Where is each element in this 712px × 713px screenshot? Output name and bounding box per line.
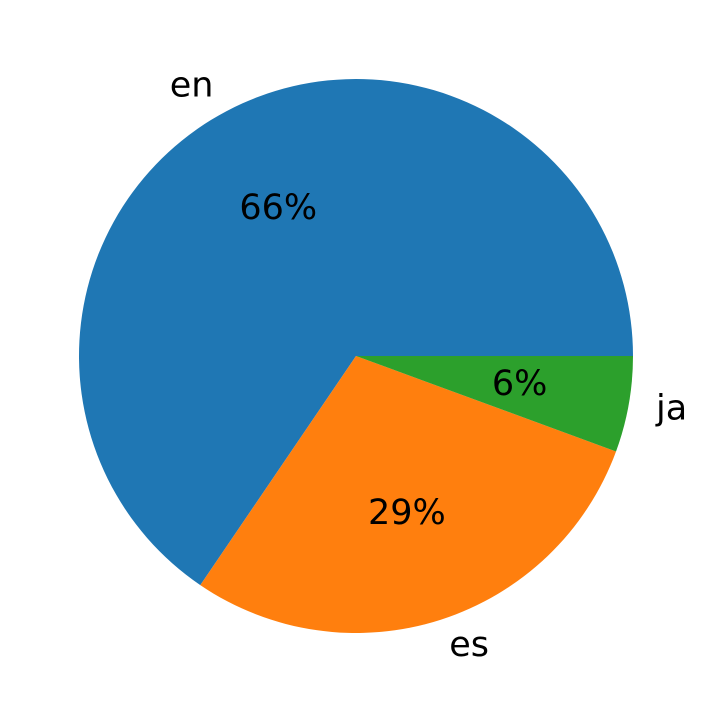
slice-label-en: en <box>170 66 214 106</box>
pie-slice-en <box>79 78 634 586</box>
pct-label-en: 66% <box>239 188 317 228</box>
pie-slice-es <box>200 356 617 633</box>
pie-slice-ja <box>356 356 633 452</box>
pie-slices <box>79 78 634 633</box>
pie-labels: en 66% es 29% ja 6% <box>170 66 687 665</box>
slice-label-ja: ja <box>655 388 687 428</box>
pct-label-ja: 6% <box>492 364 548 404</box>
slice-label-es: es <box>449 625 489 665</box>
pct-label-es: 29% <box>368 493 446 533</box>
